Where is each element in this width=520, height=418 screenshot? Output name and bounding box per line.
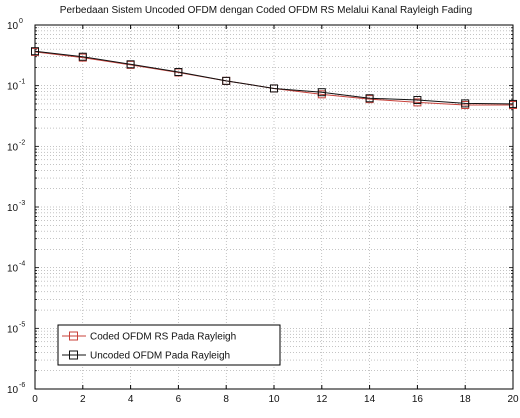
- data-point: [509, 99, 517, 108]
- y-tick-exponent: -6: [19, 382, 25, 389]
- y-tick-label: 10 -2: [7, 139, 25, 153]
- legend-label-coded: Coded OFDM RS Pada Rayleigh: [90, 332, 236, 343]
- x-tick-label: 20: [507, 394, 519, 405]
- x-tick-label: 8: [223, 394, 229, 405]
- series-layer: [31, 47, 517, 110]
- data-point: [461, 99, 470, 108]
- y-tick-base: 10: [7, 21, 19, 32]
- x-tick-label: 16: [412, 394, 424, 405]
- y-tick-label: 10 -1: [7, 79, 25, 93]
- data-point: [317, 88, 326, 97]
- data-point: [413, 96, 422, 105]
- x-tick-label: 6: [176, 394, 182, 405]
- y-tick-base: 10: [7, 142, 19, 153]
- x-tick-label: 10: [268, 394, 280, 405]
- data-point: [270, 84, 278, 93]
- y-tick-exponent: -5: [19, 321, 25, 328]
- data-point: [174, 67, 183, 76]
- x-tick-label: 0: [32, 394, 38, 405]
- series-0: [31, 47, 517, 110]
- y-tick-base: 10: [7, 203, 19, 214]
- legend-marker-uncoded: [69, 350, 78, 360]
- y-tick-label: 10 -4: [7, 261, 25, 275]
- y-tick-exponent: -1: [19, 79, 25, 86]
- data-point: [365, 94, 374, 103]
- y-tick-base: 10: [7, 324, 19, 335]
- y-tick-base: 10: [7, 82, 19, 93]
- x-tick-label: 18: [460, 394, 472, 405]
- x-tick-label: 12: [316, 394, 328, 405]
- x-tick-label: 4: [128, 394, 134, 405]
- y-tick-label: 10 0: [7, 18, 23, 32]
- y-tick-exponent: 0: [19, 18, 23, 25]
- data-point: [78, 52, 87, 61]
- x-tick-label: 2: [80, 394, 86, 405]
- y-tick-exponent: -4: [19, 261, 25, 268]
- y-tick-label: 10 -5: [7, 321, 25, 335]
- y-tick-exponent: -3: [19, 200, 25, 207]
- chart-title: Perbedaan Sistem Uncoded OFDM dengan Cod…: [60, 5, 472, 16]
- data-point: [222, 76, 231, 85]
- y-tick-exponent: -2: [19, 139, 25, 146]
- data-point: [31, 47, 39, 56]
- y-tick-label: 10 -6: [7, 382, 25, 396]
- legend-box: [57, 324, 281, 366]
- series-1: [31, 47, 517, 108]
- x-tick-label: 14: [364, 394, 376, 405]
- legend-marker-coded: [69, 331, 78, 341]
- series-line: [34, 50, 514, 105]
- legend-label-uncoded: Uncoded OFDM Pada Rayleigh: [90, 351, 230, 362]
- legend: Coded OFDM RS Pada Rayleigh Uncoded OFDM…: [57, 324, 281, 366]
- y-tick-label: 10 -3: [7, 200, 25, 214]
- data-point: [126, 60, 135, 69]
- y-tick-base: 10: [7, 385, 19, 396]
- y-tick-base: 10: [7, 264, 19, 275]
